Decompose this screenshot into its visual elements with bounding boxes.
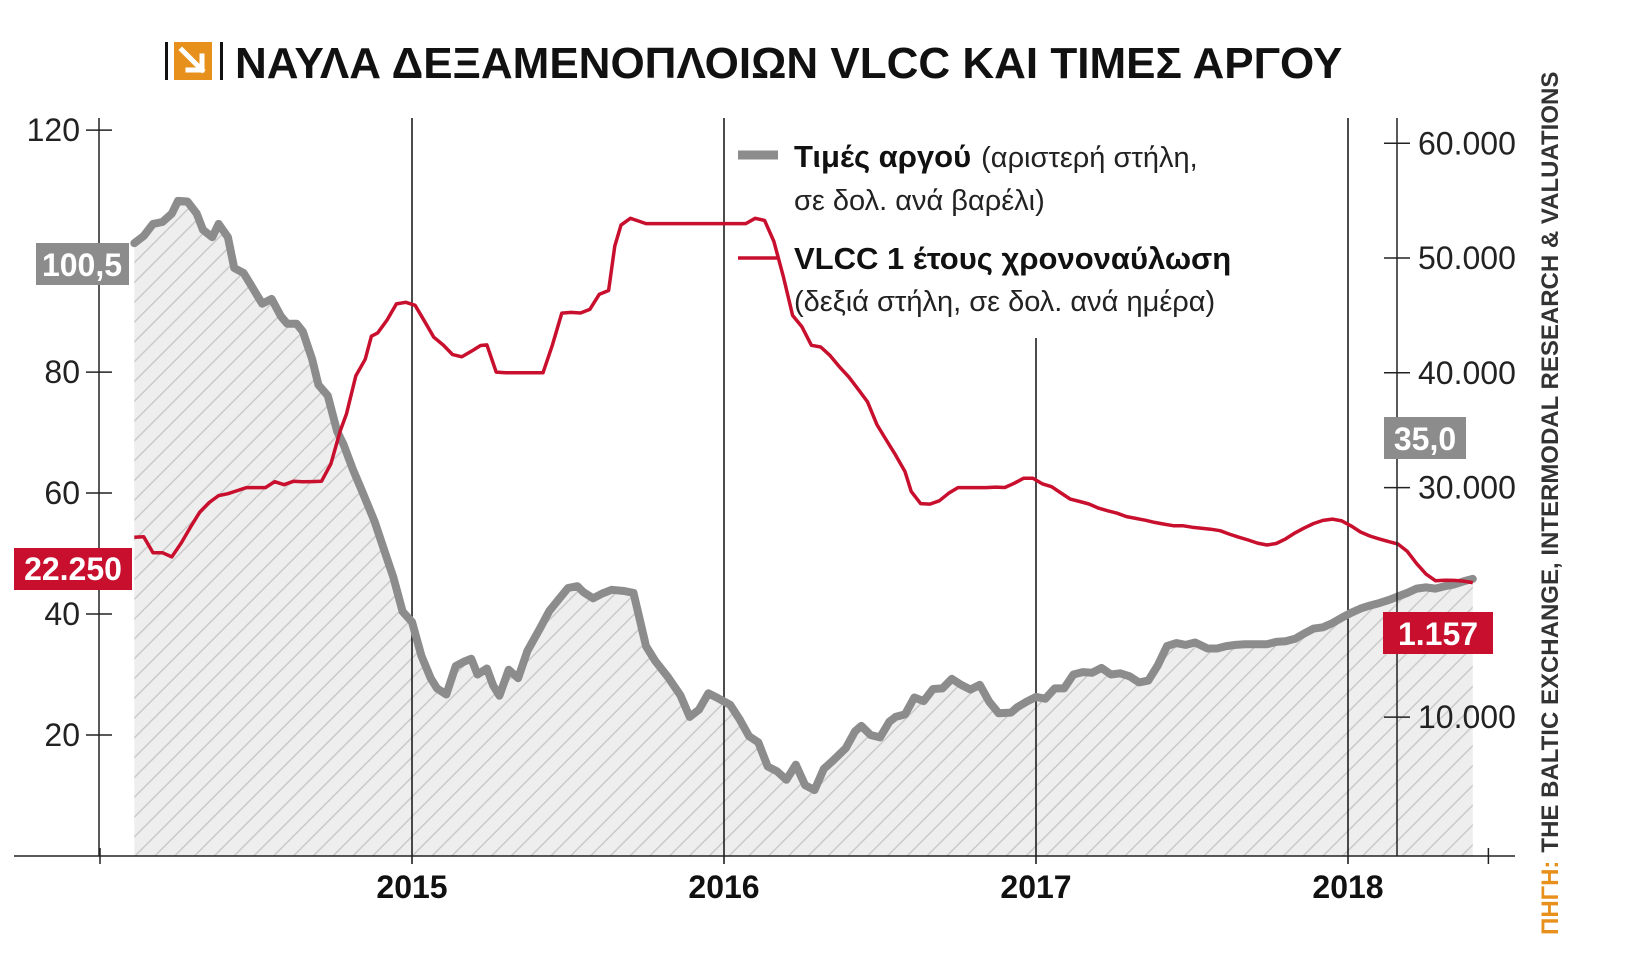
source-note: ΠΗΓΗ:THE BALTIC EXCHANGE, INTERMODAL RES… bbox=[1537, 72, 1564, 935]
x-tick-label-2017: 2017 bbox=[1000, 869, 1071, 905]
left-axis-ticks: 20 40 60 80 120 bbox=[27, 112, 112, 753]
legend: Τιμές αργού (αριστερή στήλη, σε δολ. ανά … bbox=[738, 139, 1231, 318]
right-tick-label: 10.000 bbox=[1418, 699, 1516, 735]
title-bar-left bbox=[165, 42, 168, 80]
chart-header: ΝΑΥΛΑ ΔΕΞΑΜΕΝΟΠΛΟΙΩΝ VLCC ΚΑΙ ΤΙΜΕΣ ΑΡΓΟ… bbox=[165, 39, 1342, 88]
callout-vlcc-start-label: 22.250 bbox=[24, 551, 122, 587]
oil-price-line bbox=[130, 196, 1477, 795]
vlcc-rate-line bbox=[134, 216, 1474, 585]
arrow-down-right-icon bbox=[174, 42, 212, 80]
right-tick-label: 50.000 bbox=[1418, 240, 1516, 276]
legend-oil-label: Τιμές αργού (αριστερή στήλη, bbox=[794, 139, 1198, 174]
x-tick-label-2015: 2015 bbox=[376, 869, 447, 905]
callout-oil-end: 35,0 bbox=[1384, 417, 1466, 459]
x-tick-label-2018: 2018 bbox=[1312, 869, 1383, 905]
callout-oil-start-label: 100,5 bbox=[42, 247, 122, 283]
title-bar-right bbox=[220, 42, 223, 80]
callout-vlcc-end: 1.157 bbox=[1383, 612, 1493, 654]
callout-oil-start: 100,5 bbox=[36, 243, 129, 285]
x-axis-ticks: 2015 2016 2017 2018 bbox=[99, 848, 1490, 905]
callout-oil-end-label: 35,0 bbox=[1394, 421, 1456, 457]
right-tick-label: 40.000 bbox=[1418, 355, 1516, 391]
right-axis-ticks: 10.000 30.000 40.000 50.000 60.000 bbox=[1384, 125, 1516, 735]
left-tick-label: 60 bbox=[44, 475, 80, 511]
right-tick-label: 60.000 bbox=[1418, 125, 1516, 161]
legend-vlcc-label: VLCC 1 έτους χρονοναύλωση bbox=[794, 241, 1231, 276]
x-tick-label-2016: 2016 bbox=[688, 869, 759, 905]
right-tick-label: 30.000 bbox=[1418, 470, 1516, 506]
legend-oil-unit: σε δολ. ανά βαρέλι) bbox=[794, 185, 1045, 217]
chart-title: ΝΑΥΛΑ ΔΕΞΑΜΕΝΟΠΛΟΙΩΝ VLCC ΚΑΙ ΤΙΜΕΣ ΑΡΓΟ… bbox=[235, 39, 1342, 88]
left-tick-label: 80 bbox=[44, 354, 80, 390]
left-tick-label: 120 bbox=[27, 112, 80, 148]
callout-vlcc-end-label: 1.157 bbox=[1398, 616, 1478, 652]
callout-vlcc-start: 22.250 bbox=[14, 548, 132, 590]
oil-price-area bbox=[134, 200, 1473, 856]
legend-vlcc-unit: (δεξιά στήλη, σε δολ. ανά ημέρα) bbox=[794, 286, 1215, 318]
year-gridlines bbox=[411, 118, 1349, 864]
left-tick-label: 40 bbox=[44, 596, 80, 632]
left-tick-label: 20 bbox=[44, 717, 80, 753]
